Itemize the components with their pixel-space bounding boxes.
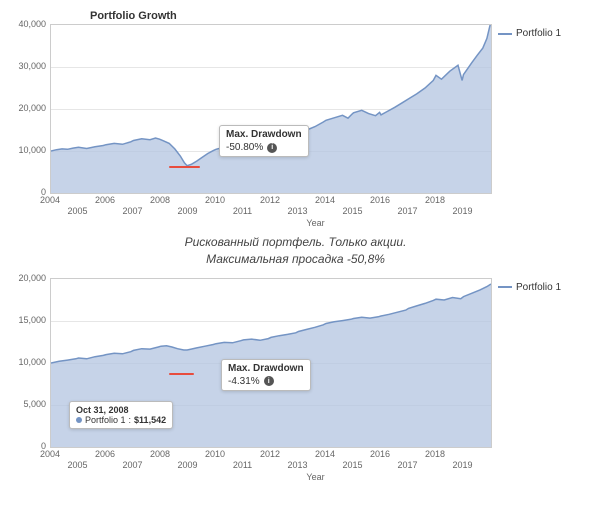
- x-axis: 2004200620082010201220142016201820052007…: [50, 194, 490, 218]
- caption-line-1: Рискованный портфель. Только акции.: [10, 234, 581, 251]
- tooltip-title: Max. Drawdown: [228, 363, 304, 374]
- legend-label: Portfolio 1: [516, 282, 561, 293]
- legend-label: Portfolio 1: [516, 28, 561, 39]
- tooltip-value: -50.80%: [226, 142, 263, 153]
- chart-title: Portfolio Growth: [90, 10, 581, 22]
- info-icon[interactable]: i: [267, 143, 277, 153]
- legend-swatch: [498, 33, 512, 35]
- plot-area: Max. Drawdown -4.31% i Oct 31, 2008 Port…: [50, 278, 492, 448]
- y-axis: 010,00020,00030,00040,000: [10, 24, 50, 192]
- tooltip-title: Max. Drawdown: [226, 129, 302, 140]
- series-dot-icon: [76, 417, 82, 423]
- max-drawdown-tooltip: Max. Drawdown -4.31% i: [221, 359, 311, 391]
- point-tooltip: Oct 31, 2008 Portfolio 1: $11,542: [69, 401, 173, 429]
- x-axis: 2004200620082010201220142016201820052007…: [50, 448, 490, 472]
- tooltip-series: Portfolio 1: [85, 415, 126, 425]
- legend-swatch: [498, 286, 512, 288]
- info-icon[interactable]: i: [264, 376, 274, 386]
- tooltip-point-value: $11,542: [134, 415, 166, 425]
- caption-line-2: Максимальная просадка -50,8%: [10, 251, 581, 268]
- plot-area: Max. Drawdown -50.80% i: [50, 24, 492, 194]
- drawdown-marker: [169, 166, 199, 168]
- tooltip-date: Oct 31, 2008: [76, 405, 166, 415]
- x-axis-label: Year: [50, 218, 581, 228]
- max-drawdown-tooltip: Max. Drawdown -50.80% i: [219, 125, 309, 157]
- tooltip-value: -4.31%: [228, 376, 260, 387]
- legend: Portfolio 1: [498, 28, 561, 39]
- y-axis: 05,00010,00015,00020,000: [10, 278, 50, 446]
- legend: Portfolio 1: [498, 282, 561, 293]
- chart-portfolio-growth-risky: Portfolio Growth 010,00020,00030,00040,0…: [10, 10, 581, 228]
- x-axis-label: Year: [50, 472, 581, 482]
- area-series: [51, 25, 491, 193]
- caption: Рискованный портфель. Только акции. Макс…: [10, 234, 581, 268]
- chart-portfolio-growth-safe: 05,00010,00015,00020,000 Max. Drawdown -…: [10, 278, 581, 482]
- drawdown-marker: [169, 373, 194, 375]
